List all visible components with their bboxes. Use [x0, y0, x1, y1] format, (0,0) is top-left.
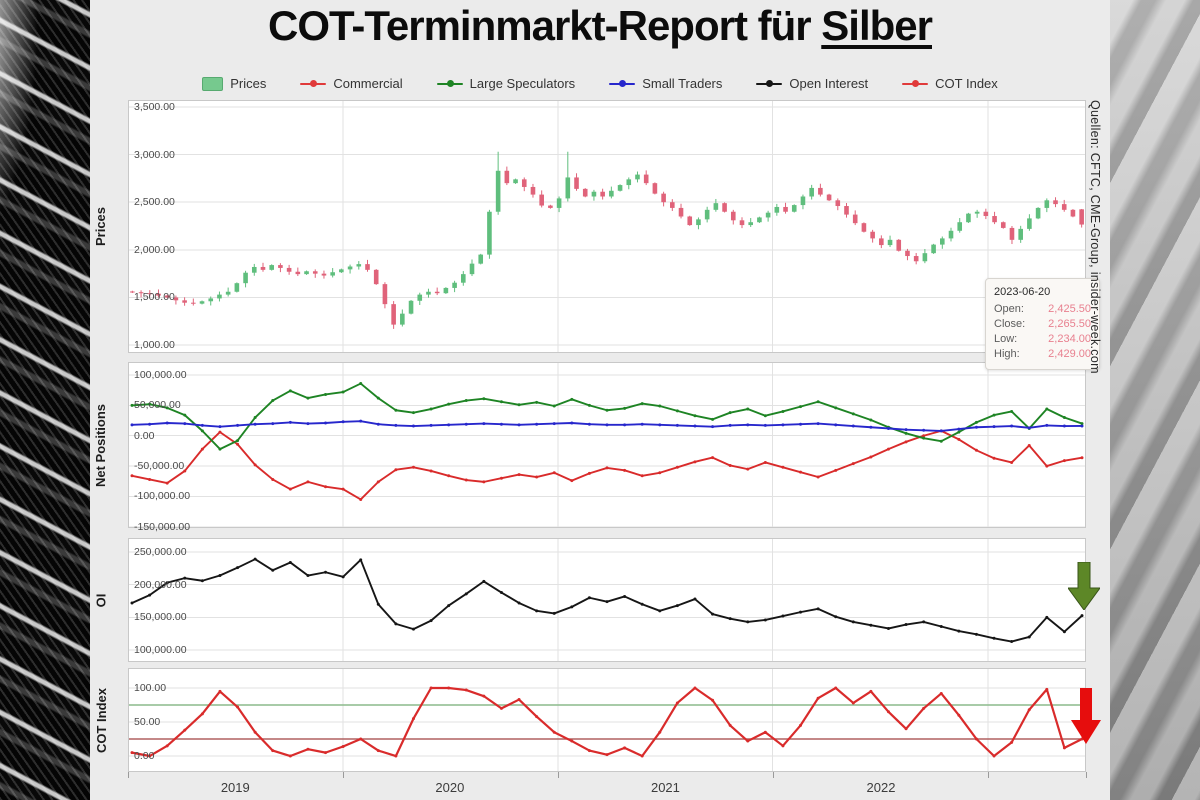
instrument-name: Silber: [821, 2, 933, 49]
chart-legend: Prices Commercial Large Speculators Small T…: [90, 76, 1110, 91]
tooltip-open-label: Open:: [994, 303, 1024, 315]
legend-item-prices[interactable]: Prices: [202, 76, 266, 91]
tooltip-close-label: Close:: [994, 318, 1026, 330]
oi-chart-canvas[interactable]: [128, 538, 1086, 662]
cot-index-panel[interactable]: COT Index: 25.00 0.00 50.00 100.00 COT Inde…: [90, 668, 1110, 772]
x-axis-year-label: 2021: [650, 780, 680, 795]
y-tick-label: 100,000.00: [134, 644, 187, 657]
legend-label: COT Index: [935, 76, 998, 91]
axis-title-oi: OI: [93, 593, 109, 607]
y-tick-label: 50,000.00: [134, 399, 181, 412]
tooltip-high-value: 2,429.00: [1048, 348, 1091, 360]
page-title: COT-Terminmarkt-Report für Silber: [268, 2, 933, 49]
y-tick-label: 1,000.00: [134, 339, 175, 352]
legend-label: Large Speculators: [469, 76, 576, 91]
x-tick: [343, 772, 345, 778]
net-chart-canvas[interactable]: [128, 362, 1086, 528]
y-tick-label: 1,500.00: [134, 291, 175, 304]
line-swatch-icon: [436, 79, 463, 89]
x-axis: 2019 2020 2021 2022: [90, 772, 1110, 798]
candle-swatch-icon: [202, 76, 224, 91]
x-axis-year-label: 2020: [435, 780, 465, 795]
red-arrow-shape: [1071, 688, 1101, 744]
x-axis-year-label: 2019: [220, 780, 250, 795]
line-swatch-icon: [902, 79, 929, 89]
line-swatch-icon: [300, 79, 327, 89]
open-interest-panel[interactable]: Open Interest: 152,633.00 100,000.00 150,…: [90, 538, 1110, 662]
y-tick-label: 3,500.00: [134, 100, 175, 113]
y-tick-label: 3,000.00: [134, 148, 175, 161]
axis-title-prices: Prices: [93, 206, 109, 247]
line-swatch-icon: [756, 79, 783, 89]
legend-item-commercial[interactable]: Commercial: [300, 76, 403, 91]
y-tick-label: -100,000.00: [134, 490, 191, 503]
y-tick-label: 2,000.00: [134, 243, 175, 256]
net-positions-panel[interactable]: Commercial: -36,210.00 Large Speculators…: [90, 362, 1110, 533]
tooltip-low-value: 2,234.00: [1048, 333, 1091, 345]
x-tick: [987, 772, 989, 778]
y-tick-label: -150,000.00: [134, 520, 191, 533]
legend-item-small-traders[interactable]: Small Traders: [609, 76, 722, 91]
legend-item-open-interest[interactable]: Open Interest: [756, 76, 868, 91]
cot-chart-canvas[interactable]: [128, 668, 1086, 772]
tooltip-close-value: 2,265.50: [1048, 318, 1091, 330]
background-photo-left: [0, 0, 90, 800]
y-tick-label: 200,000.00: [134, 578, 187, 591]
price-tooltip: 2023-06-20 Open: 2,425.50 Close: 2,265.50 …: [985, 278, 1100, 370]
tooltip-high-label: High:: [994, 348, 1020, 360]
y-tick-label: 100,000.00: [134, 369, 187, 382]
x-axis-year-label: 2022: [866, 780, 896, 795]
tooltip-date: 2023-06-20: [994, 286, 1051, 298]
y-tick-label: 150,000.00: [134, 611, 187, 624]
prices-panel[interactable]: 1,000.00 1,500.00 2,000.00 2,500.00 3,000.00…: [90, 100, 1110, 353]
axis-title-net: Net Positions: [93, 403, 109, 487]
legend-label: Commercial: [333, 76, 403, 91]
green-arrow-shape: [1068, 562, 1100, 610]
y-tick-label: 100.00: [134, 681, 167, 694]
cot-index-down-arrow-icon: [1071, 688, 1101, 744]
x-tick: [558, 772, 560, 778]
legend-label: Open Interest: [789, 76, 869, 91]
line-swatch-icon: [609, 79, 636, 89]
report-sheet: COT-Terminmarkt-Report für Silber Prices…: [90, 0, 1110, 800]
y-tick-label: 2,500.00: [134, 196, 175, 209]
tooltip-low-label: Low:: [994, 333, 1018, 345]
x-tick: [1086, 772, 1087, 778]
axis-title-cot: COT Index: [93, 687, 109, 753]
tooltip-open-value: 2,425.50: [1048, 303, 1091, 315]
prices-chart-canvas[interactable]: [128, 100, 1086, 353]
legend-item-large-speculators[interactable]: Large Speculators: [436, 76, 576, 91]
y-tick-label: -50,000.00: [134, 460, 185, 473]
sources-note: Quellen: CFTC, CME-Group, insider-week.c…: [1088, 100, 1102, 374]
y-tick-label: 250,000.00: [134, 545, 187, 558]
y-tick-label: 0.00: [134, 429, 155, 442]
background-photo-right: [1110, 0, 1200, 800]
open-interest-down-arrow-icon: [1068, 562, 1100, 610]
x-tick: [772, 772, 774, 778]
legend-item-cot-index[interactable]: COT Index: [902, 76, 998, 91]
legend-label: Prices: [230, 76, 267, 91]
y-tick-label: 0.00: [134, 750, 155, 763]
legend-label: Small Traders: [642, 76, 723, 91]
y-tick-label: 50.00: [134, 716, 161, 728]
x-tick: [128, 772, 129, 778]
